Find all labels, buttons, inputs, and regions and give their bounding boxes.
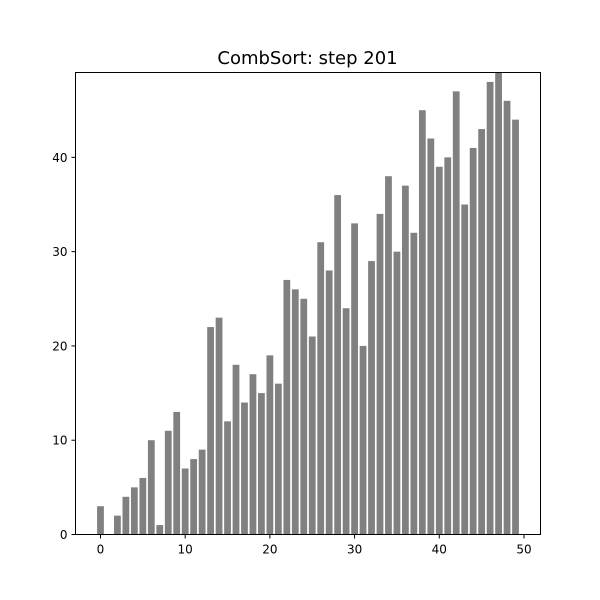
- bar-5: [139, 477, 147, 535]
- chart-title: CombSort: step 201: [217, 48, 397, 69]
- bar-23: [291, 289, 299, 535]
- bar-4: [130, 487, 138, 535]
- bar-36: [402, 185, 409, 535]
- bar-21: [274, 383, 282, 535]
- bar-45: [478, 129, 486, 535]
- bars-group: [97, 72, 519, 535]
- plot-frame: [75, 72, 541, 535]
- x-tick-label-40: 40: [432, 543, 447, 557]
- bar-8: [164, 430, 172, 535]
- bar-12: [198, 449, 206, 535]
- bar-46: [486, 81, 494, 535]
- y-tick-label-40: 40: [52, 151, 67, 165]
- bar-6: [147, 440, 155, 535]
- bar-18: [249, 374, 257, 535]
- bar-39: [427, 138, 435, 535]
- bar-0: [97, 506, 104, 535]
- bar-37: [410, 232, 418, 535]
- y-tick-label-30: 30: [52, 245, 67, 259]
- bar-35: [393, 251, 401, 535]
- bar-41: [444, 157, 452, 535]
- x-tick-label-30: 30: [347, 543, 362, 557]
- x-tick-label-50: 50: [516, 543, 531, 557]
- bar-20: [266, 355, 274, 535]
- bar-40: [435, 166, 443, 535]
- bar-17: [241, 402, 248, 535]
- bar-7: [156, 525, 164, 535]
- y-tick-label-20: 20: [52, 339, 67, 353]
- bar-16: [232, 364, 240, 535]
- bar-34: [385, 176, 392, 535]
- x-tick-label-10: 10: [178, 543, 193, 557]
- y-tick-label-10: 10: [52, 434, 67, 448]
- bar-22: [283, 279, 291, 535]
- bar-19: [258, 393, 265, 535]
- bar-33: [376, 213, 384, 535]
- bar-13: [207, 327, 214, 535]
- bar-42: [452, 91, 460, 535]
- bar-15: [224, 421, 231, 535]
- bar-32: [368, 261, 375, 535]
- bar-10: [181, 468, 189, 535]
- bar-31: [359, 345, 367, 535]
- bar-26: [317, 242, 325, 535]
- bar-29: [342, 308, 350, 535]
- x-tick-label-20: 20: [262, 543, 277, 557]
- y-axis: 0 10 20 30 40: [52, 151, 76, 542]
- bar-3: [122, 496, 130, 535]
- y-tick-label-0: 0: [60, 528, 68, 542]
- bar-48: [503, 100, 511, 535]
- bar-14: [215, 317, 223, 535]
- bar-25: [308, 336, 316, 535]
- bar-2: [114, 515, 121, 535]
- bar-44: [469, 147, 477, 535]
- bar-49: [512, 119, 519, 535]
- bar-30: [351, 223, 358, 535]
- bar-28: [334, 195, 342, 535]
- bar-9: [173, 411, 181, 535]
- bar-27: [325, 270, 333, 535]
- bar-38: [418, 110, 426, 535]
- x-axis: 0 10 20 30 40 50: [97, 534, 532, 557]
- x-tick-label-0: 0: [97, 543, 105, 557]
- bar-24: [300, 298, 308, 535]
- bar-11: [190, 459, 198, 535]
- bar-43: [461, 204, 469, 535]
- bar-47: [495, 72, 502, 535]
